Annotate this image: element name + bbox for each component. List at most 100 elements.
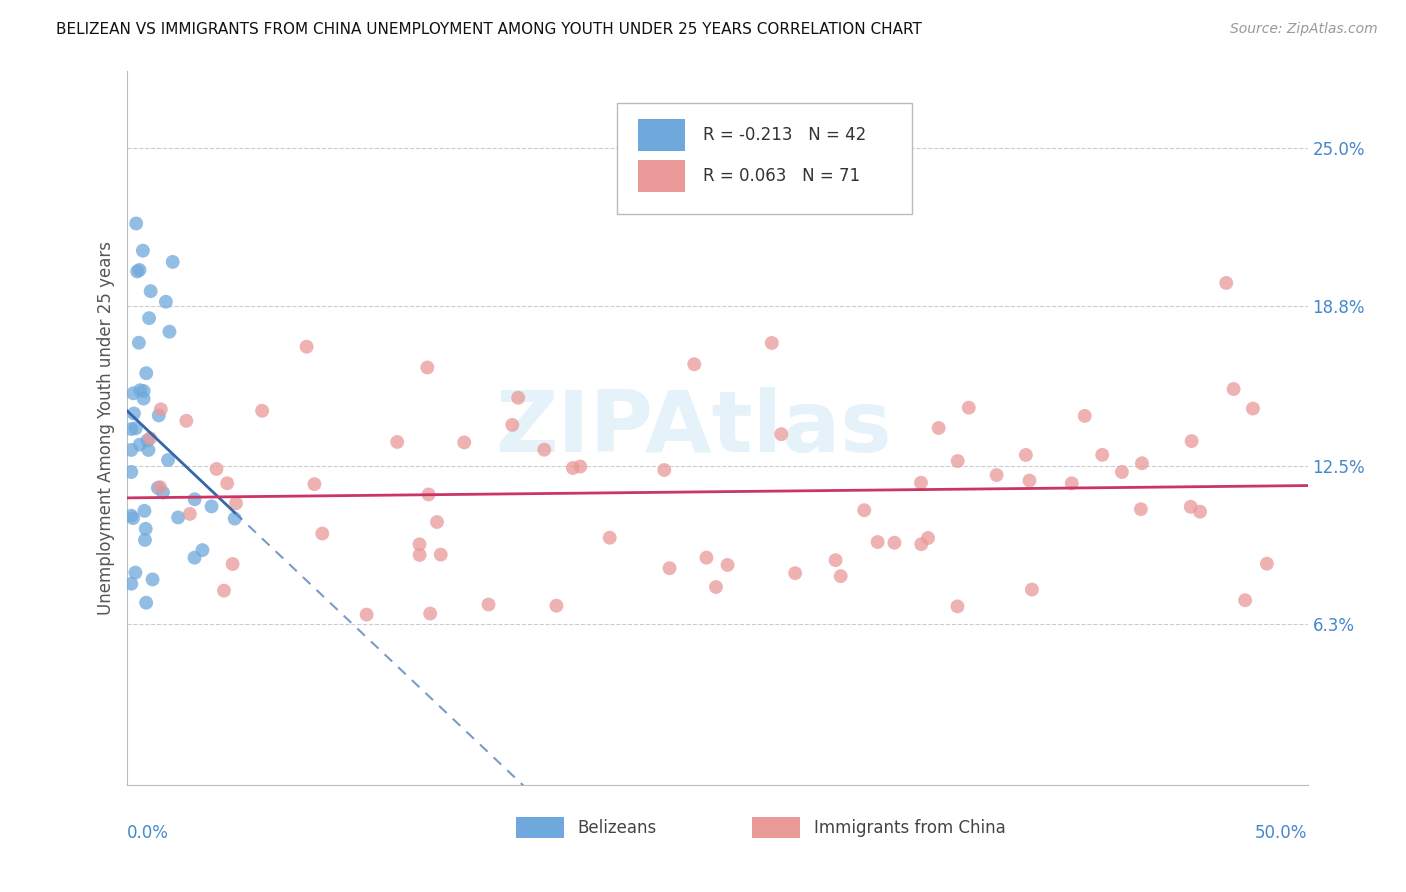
Text: R = -0.213   N = 42: R = -0.213 N = 42 — [703, 127, 866, 145]
Point — [1129, 502, 1152, 516]
Point — [122, 407, 145, 421]
Point — [387, 434, 409, 449]
Point — [1130, 456, 1153, 470]
Point — [183, 492, 205, 507]
Point — [453, 435, 475, 450]
Point — [155, 294, 177, 309]
Point — [148, 409, 170, 423]
Point — [139, 431, 162, 445]
Point — [139, 284, 162, 298]
Point — [134, 533, 156, 547]
Point — [416, 360, 439, 375]
Point — [224, 511, 246, 525]
Point — [546, 599, 568, 613]
Point — [1189, 505, 1212, 519]
Point — [120, 442, 142, 457]
Point — [136, 434, 159, 448]
Point — [561, 461, 583, 475]
Point — [1111, 465, 1133, 479]
Point — [221, 557, 243, 571]
Point — [824, 553, 846, 567]
Point — [152, 485, 174, 500]
Point — [125, 217, 148, 231]
Text: 0.0%: 0.0% — [127, 824, 169, 842]
Point — [695, 550, 717, 565]
Point — [917, 531, 939, 545]
Point — [157, 453, 180, 467]
Point — [830, 569, 852, 583]
Point — [946, 599, 969, 614]
Point — [356, 607, 378, 622]
Point — [716, 558, 738, 572]
Text: BELIZEAN VS IMMIGRANTS FROM CHINA UNEMPLOYMENT AMONG YOUTH UNDER 25 YEARS CORREL: BELIZEAN VS IMMIGRANTS FROM CHINA UNEMPL… — [56, 22, 922, 37]
Point — [162, 255, 184, 269]
Point — [200, 500, 222, 514]
Point — [785, 566, 807, 581]
Point — [129, 383, 152, 397]
Point — [120, 576, 142, 591]
Point — [311, 526, 333, 541]
Bar — [638, 120, 685, 152]
Point — [167, 510, 190, 524]
Point — [429, 548, 451, 562]
Text: R = 0.063   N = 71: R = 0.063 N = 71 — [703, 167, 860, 185]
Point — [928, 421, 950, 435]
Point — [1222, 382, 1244, 396]
Point — [250, 403, 273, 417]
Text: Belizeans: Belizeans — [578, 819, 657, 837]
Point — [138, 311, 160, 326]
Point — [134, 504, 156, 518]
Point — [957, 401, 980, 415]
Point — [910, 475, 932, 490]
Point — [419, 607, 441, 621]
Point — [122, 386, 145, 401]
Point — [426, 515, 449, 529]
Point — [128, 335, 150, 350]
Point — [883, 535, 905, 549]
Point — [1256, 557, 1278, 571]
Point — [191, 543, 214, 558]
Point — [418, 487, 440, 501]
Point — [176, 414, 198, 428]
Point — [183, 550, 205, 565]
Point — [225, 496, 247, 510]
Point — [135, 522, 157, 536]
Point — [149, 402, 172, 417]
Point — [1181, 434, 1204, 448]
Point — [304, 477, 326, 491]
Point — [120, 508, 142, 523]
Text: ZIPAtlas: ZIPAtlas — [495, 386, 891, 470]
Point — [408, 548, 430, 562]
Point — [770, 427, 793, 442]
Point — [127, 264, 149, 278]
Point — [533, 442, 555, 457]
Point — [910, 537, 932, 551]
Point — [761, 335, 783, 350]
Point — [986, 468, 1008, 483]
Point — [120, 422, 142, 436]
Point — [128, 437, 150, 451]
Point — [683, 357, 706, 371]
Point — [135, 596, 157, 610]
Bar — [516, 817, 564, 838]
Point — [1180, 500, 1202, 514]
Point — [132, 244, 155, 258]
Point — [132, 392, 155, 406]
Point — [135, 366, 157, 380]
Point — [946, 454, 969, 468]
Point — [217, 476, 239, 491]
Point — [146, 481, 169, 495]
Point — [179, 507, 201, 521]
Point — [1234, 593, 1257, 607]
Point — [120, 465, 142, 479]
Point — [128, 263, 150, 277]
Point — [866, 535, 889, 549]
Point — [501, 417, 523, 432]
Y-axis label: Unemployment Among Youth under 25 years: Unemployment Among Youth under 25 years — [97, 241, 115, 615]
Point — [599, 531, 621, 545]
Text: 50.0%: 50.0% — [1256, 824, 1308, 842]
Point — [477, 598, 499, 612]
Text: Immigrants from China: Immigrants from China — [814, 819, 1005, 837]
Point — [1060, 476, 1083, 491]
Text: Source: ZipAtlas.com: Source: ZipAtlas.com — [1230, 22, 1378, 37]
